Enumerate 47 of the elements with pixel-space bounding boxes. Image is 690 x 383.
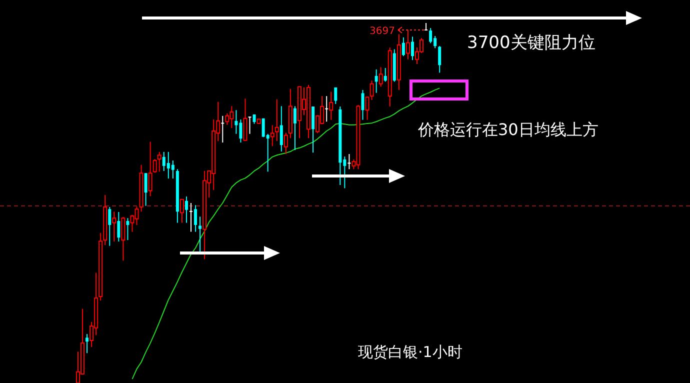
- candlestick: [180, 198, 184, 224]
- candlestick: [194, 204, 198, 232]
- candlestick: [270, 124, 274, 147]
- candlestick: [365, 96, 370, 120]
- candlestick: [406, 29, 410, 60]
- annotation: 现货白银·1小时: [358, 343, 462, 361]
- candlestick: [374, 68, 378, 94]
- candlestick: [225, 112, 230, 126]
- candlestick: [221, 115, 224, 144]
- candlestick: [334, 86, 338, 104]
- candlestick: [280, 106, 283, 152]
- candlestick: [274, 98, 279, 142]
- candlestick: [284, 132, 288, 155]
- candlestick: [384, 68, 387, 82]
- candlestick: [243, 98, 248, 142]
- candlestick: [157, 151, 162, 172]
- annotation: 价格运行在30日均线上方: [417, 120, 598, 139]
- candlestick: [438, 46, 442, 74]
- candlestick: [370, 80, 374, 101]
- candlestick: [248, 116, 252, 134]
- candlestick: [108, 206, 112, 246]
- candlestick: [361, 89, 364, 120]
- candlestick: [198, 216, 202, 254]
- candlestick: [234, 110, 238, 134]
- candlestick: [152, 158, 157, 174]
- candlestick: [117, 212, 120, 242]
- candlestick: [410, 36, 414, 61]
- annotation: 3697: [370, 26, 395, 37]
- candlestick: [293, 106, 296, 151]
- candlestick: [378, 66, 383, 88]
- candlestick: [190, 202, 192, 232]
- candlestick: [348, 154, 351, 170]
- candlestick: [402, 36, 405, 57]
- candlestick: [325, 96, 328, 122]
- candlestick: [312, 106, 315, 154]
- candlestick: [184, 196, 188, 224]
- candlestick: [171, 160, 174, 180]
- candlestick: [126, 218, 130, 241]
- candlestick: [144, 172, 148, 206]
- candlestick: [429, 28, 432, 44]
- text: 3700关键阻力位: [467, 33, 596, 53]
- candlestick: [424, 22, 428, 30]
- candlestick: [86, 334, 89, 354]
- candlestick: [121, 216, 126, 262]
- candlestick: [112, 211, 116, 242]
- candlestick: [148, 141, 152, 197]
- candlestick: [329, 91, 334, 120]
